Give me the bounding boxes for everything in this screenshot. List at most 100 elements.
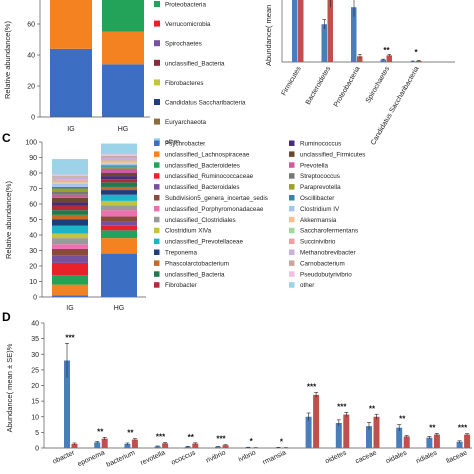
legend-item-label: Paraprevotella [300,184,341,191]
legend-swatch [154,1,160,7]
panel-c-y-tick-label: 40 [29,233,37,240]
panel-d-y-tick-label: 20 [31,383,39,390]
panel-a-bar-segment [50,48,92,117]
legend-swatch [154,205,160,212]
panel-d-bar [64,360,70,448]
panel-d-significance-mark: *** [337,402,347,411]
legend-swatch [289,184,295,190]
panel-c-bar-segment [52,188,88,192]
legend-item-label: Verrucomicrobia [165,21,211,28]
panel-d-x-tick-label: oidetes [324,449,348,465]
panel-c-bar-segment [52,183,88,187]
legend-item-label: Clostridium XlVa [165,228,212,235]
panel-d-bar [71,443,78,448]
panel-c-bar-segment [52,186,88,189]
legend-item-label: Psychrobacter [165,141,205,148]
panel-c-x-tick-label: HG [114,305,125,312]
legend-item-label: Carnobacterium [300,260,345,267]
panel-c-bar-segment [101,253,137,297]
panel-c-bar-segment [101,190,137,195]
panel-d-bar [313,394,320,448]
panel-c-bar-segment [101,225,137,231]
panel-d-y-tick-label: 10 [31,414,39,421]
legend-swatch [154,79,160,86]
panel-c-y-tick-label: 50 [29,217,37,224]
panel-c-bar-segment [52,244,88,249]
panel-c-bar-segment [101,143,137,155]
panel-b-y-axis-label: Abundance( mean [264,5,273,66]
panel-c-y-tick-label: 70 [29,186,37,193]
panel-a-bar-segment [50,0,92,49]
panel-b-significance-mark: * [414,48,418,57]
legend-item-label: Treponema [165,250,197,257]
legend-swatch [289,162,295,168]
panel-c-bar-segment [52,182,88,184]
legend-item-label: Methanobrevibacter [300,250,356,257]
panel-d-bar [366,426,372,448]
panel-d-bar [131,439,138,448]
legend-swatch [289,195,295,201]
panel-c-bar-segment [101,173,137,177]
panel-c-bar-segment [101,163,137,166]
panel-c-bar-segment [101,221,137,226]
panel-c-stacked-genus-chart: 0 10 20 30 40 50 60 70 80 90 100 Relative abundance… [4,140,146,312]
legend-item-label: Phascolarctobacterium [165,260,229,267]
panel-d-bar [373,416,380,448]
panel-d-bar [335,423,342,448]
panel-a-y-tick-label: 20 [27,84,35,91]
panel-c-bar-segment [101,162,137,164]
legend-swatch [154,140,160,146]
panel-c-bar-segment [101,159,137,161]
legend-swatch [289,140,295,146]
legend-swatch [154,59,160,66]
panel-c-y-tick-label: 90 [29,155,37,162]
panel-c-bar-segment [52,197,88,203]
legend-item-label: unclassified_Bacteroidetes [165,162,240,169]
panel-d-significance-mark: ** [399,415,406,424]
legend-swatch [289,260,295,266]
legend-swatch [289,238,295,245]
panel-d-significance-mark: *** [156,433,166,442]
panel-a-legend: Proteobacteria Verrucomicrobia Spirochaete… [154,1,246,146]
panel-d-bar [94,442,101,448]
legend-swatch [154,162,160,168]
panel-c-bar-segment [52,159,88,175]
panel-c-legend: Psychrobacter unclassified_Lachnospiracea… [154,140,365,289]
panel-c-bar-segment [52,174,88,177]
legend-item-label: unclassified_Clostridiales [165,217,236,224]
panel-d-bar [403,436,410,448]
panel-c-bar-segment [52,202,88,206]
panel-b-x-tick-label: Bacteroidetes [305,65,333,106]
legend-item-label: Akkermansia [300,217,337,224]
legend-swatch [154,195,160,201]
panel-d-bar [192,443,199,448]
legend-item-label: unclassified_Firmicutes [300,151,365,158]
panel-d-y-tick-label: 0 [35,446,39,453]
panel-d-bar [124,443,131,448]
panel-d-bar [215,446,221,448]
legend-swatch [154,118,160,125]
legend-swatch [154,282,160,288]
panel-c-bar-segment [52,295,88,297]
legend-swatch [154,271,160,277]
legend-swatch [154,99,160,105]
panel-c-bar-segment [52,225,88,234]
panel-c-bar-segment [101,238,137,254]
panel-d-significance-mark: *** [65,333,75,342]
panel-d-bar [464,434,471,448]
panel-c-x-tick-label: IG [66,305,73,312]
legend-item-label: Candidatus Saccharibacteria [165,100,246,107]
panel-c-bar-segment [52,205,88,211]
panel-c-bar-segment [101,157,137,160]
panel-c-bar-segment [52,176,88,178]
legend-swatch [289,227,295,234]
panel-d-bar [456,441,463,448]
panel-c-bar-segment [101,200,137,206]
panel-d-bar [184,446,191,448]
panel-c-bar-segment [101,165,137,167]
legend-item-label: Clostridium IV [300,206,340,213]
legend-item-label: Saccharofermentans [300,228,358,235]
legend-item-label: unclassified_Ruminococcaceae [165,173,254,180]
panel-b-significance-mark: ** [383,46,390,55]
panel-d-x-tick-label: rivibrio [205,449,227,464]
